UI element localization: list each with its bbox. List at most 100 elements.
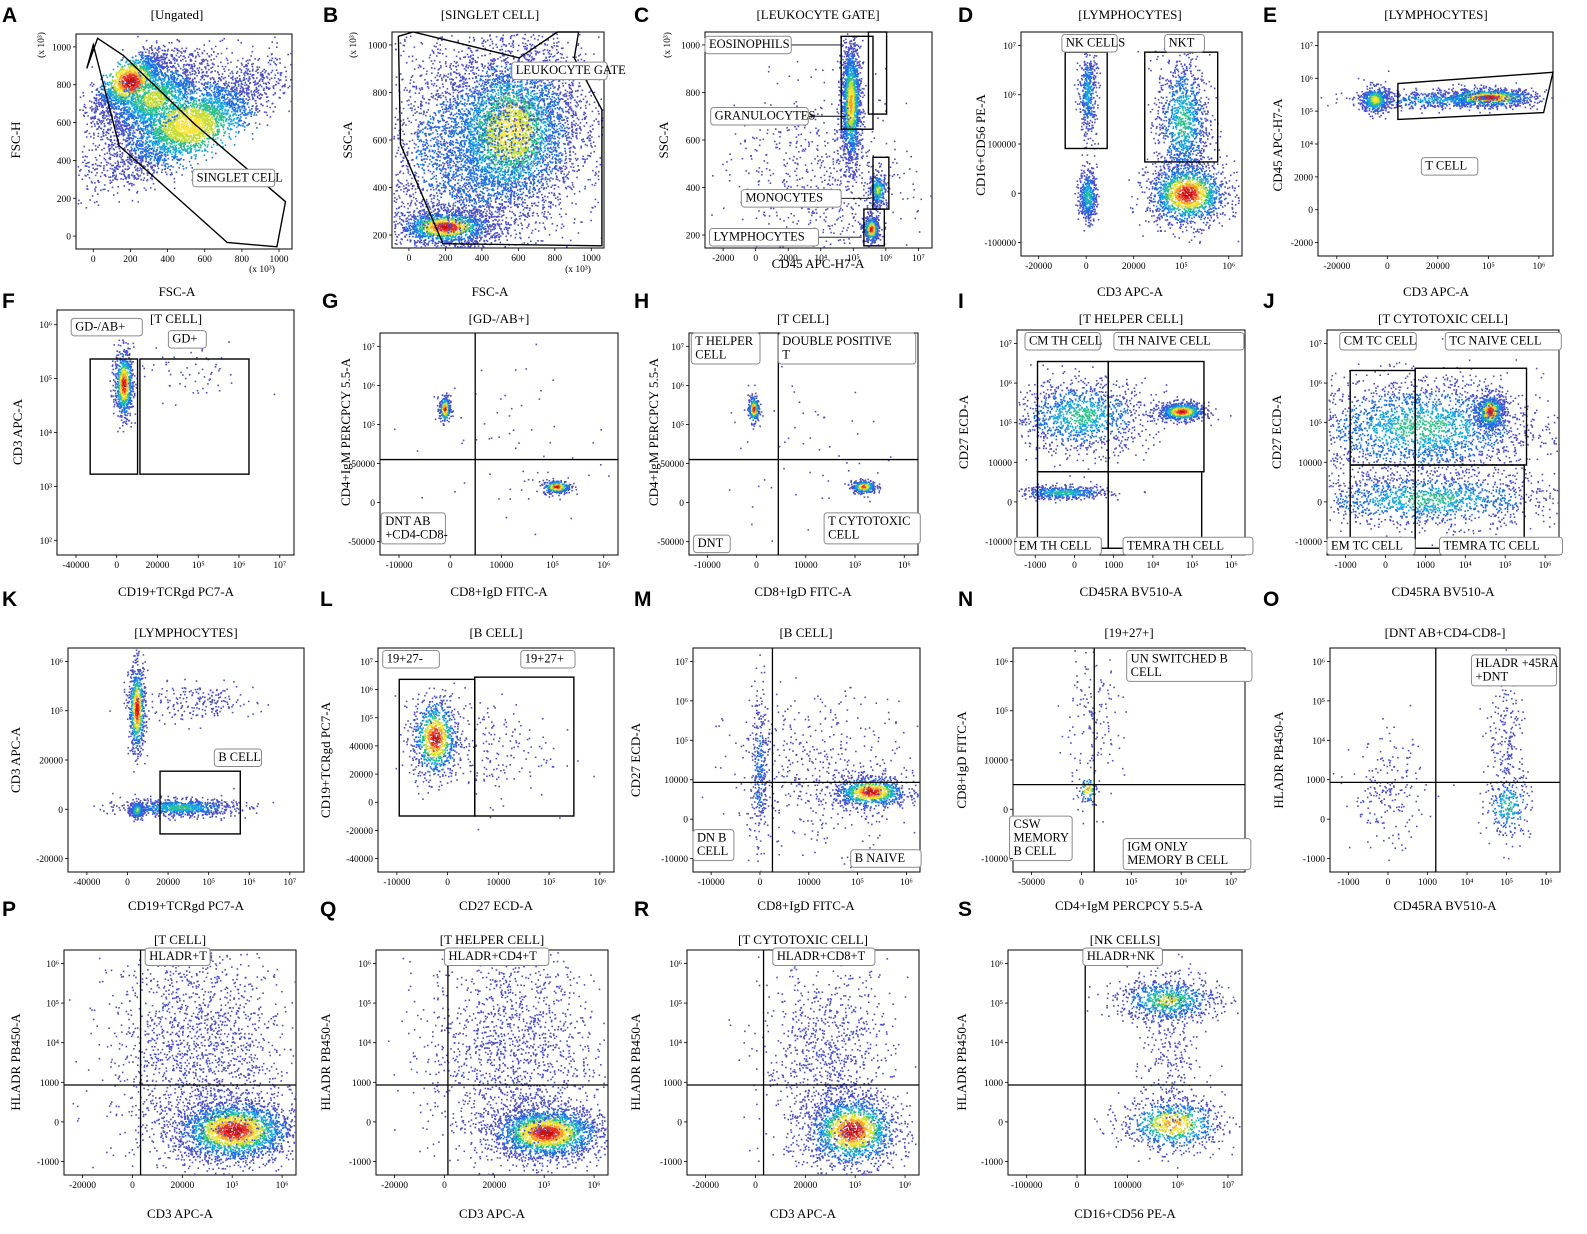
event-dot: [269, 107, 271, 109]
event-dot: [100, 190, 102, 192]
event-dot: [195, 119, 197, 121]
event-dot: [228, 133, 230, 135]
event-dot: [140, 157, 142, 159]
event-dot: [170, 124, 172, 126]
event-dot: [193, 126, 195, 128]
event-dot: [260, 103, 262, 105]
event-dot: [194, 91, 196, 93]
event-dot: [126, 144, 128, 146]
event-dot: [175, 152, 177, 154]
event-dot: [275, 74, 277, 76]
event-dot: [215, 127, 217, 129]
event-dot: [163, 162, 165, 164]
event-dot: [136, 146, 138, 148]
event-dot: [262, 80, 264, 82]
event-dot: [276, 69, 278, 71]
event-dot: [126, 146, 128, 148]
event-dot: [252, 66, 254, 68]
event-dot: [197, 117, 199, 119]
event-dot: [197, 145, 199, 147]
event-dot: [133, 127, 135, 129]
event-dot: [163, 127, 165, 129]
event-dot: [272, 58, 274, 60]
event-dot: [132, 140, 134, 142]
event-dot: [168, 128, 170, 130]
event-dot: [106, 161, 108, 163]
event-dot: [252, 133, 254, 135]
event-dot: [140, 122, 142, 124]
event-dot: [94, 169, 96, 171]
event-dot: [154, 164, 156, 166]
event-dot: [183, 168, 185, 170]
event-dot: [130, 183, 132, 185]
event-dot: [121, 173, 123, 175]
event-dot: [143, 173, 145, 175]
event-dot: [119, 148, 121, 150]
event-dot: [260, 72, 262, 74]
event-dot: [223, 121, 225, 123]
event-dot: [165, 152, 167, 154]
event-dot: [236, 66, 238, 68]
event-dot: [116, 175, 118, 177]
event-dot: [208, 92, 210, 94]
event-dot: [247, 70, 249, 72]
event-dot: [223, 100, 225, 102]
event-dot: [218, 81, 220, 83]
event-dot: [211, 124, 213, 126]
event-dot: [167, 167, 169, 169]
event-dot: [136, 163, 138, 165]
event-dot: [178, 147, 180, 149]
event-dot: [145, 158, 147, 160]
event-dot: [175, 130, 177, 132]
event-dot: [246, 98, 248, 100]
event-dot: [233, 104, 235, 106]
event-dot: [166, 174, 168, 176]
event-dot: [187, 126, 189, 128]
event-dot: [266, 112, 268, 114]
event-dot: [120, 162, 122, 164]
event-dot: [246, 68, 248, 70]
event-dot: [168, 124, 170, 126]
event-dot: [142, 152, 144, 154]
event-dot: [141, 155, 143, 157]
event-dot: [175, 102, 177, 104]
event-dot: [198, 143, 200, 145]
event-dot: [147, 174, 149, 176]
event-dot: [140, 140, 142, 142]
event-dot: [172, 166, 174, 168]
event-dot: [129, 167, 131, 169]
event-dot: [115, 178, 117, 180]
event-dot: [226, 98, 228, 100]
event-dot: [245, 82, 247, 84]
event-dot: [271, 72, 273, 74]
event-dot: [117, 163, 119, 165]
event-dot: [261, 74, 263, 76]
event-dot: [239, 106, 241, 108]
event-dot: [223, 78, 225, 80]
event-dot: [207, 130, 209, 132]
event-dot: [141, 170, 143, 172]
event-dot: [234, 84, 236, 86]
event-dot: [208, 110, 210, 112]
event-dot: [220, 123, 222, 125]
event-dot: [201, 102, 203, 104]
event-dot: [245, 102, 247, 104]
event-dot: [177, 160, 179, 162]
event-dot: [192, 107, 194, 109]
event-dot: [253, 74, 255, 76]
event-dot: [190, 165, 192, 167]
event-dot: [110, 182, 112, 184]
event-dot: [108, 176, 110, 178]
event-dot: [104, 189, 106, 191]
event-dot: [273, 111, 275, 113]
event-dot: [237, 60, 239, 62]
event-dot: [163, 143, 165, 145]
event-dot: [252, 69, 254, 71]
event-dot: [111, 165, 113, 167]
event-dot: [232, 108, 234, 110]
event-dot: [144, 187, 146, 189]
event-dot: [244, 129, 246, 131]
event-dot: [131, 164, 133, 166]
event-dot: [260, 84, 262, 86]
event-dot: [211, 146, 213, 148]
